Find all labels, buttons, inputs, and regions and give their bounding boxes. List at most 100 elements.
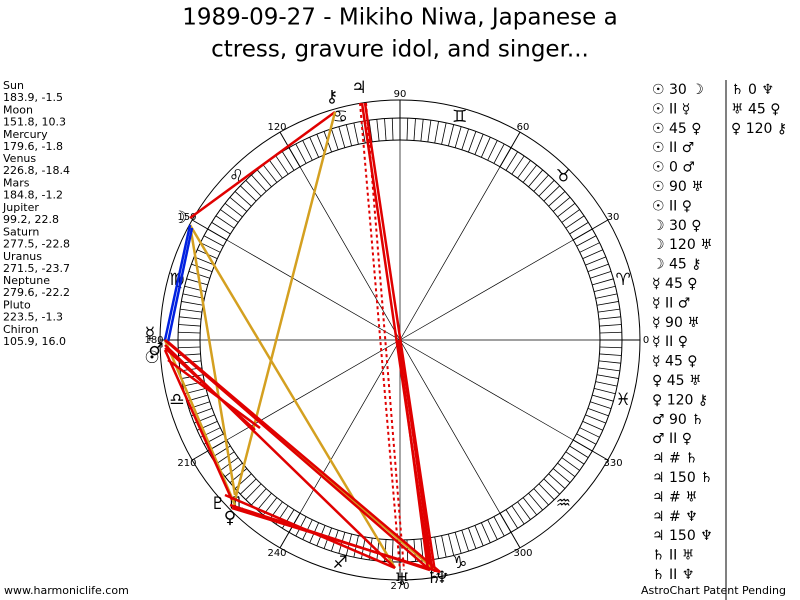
degree-tick	[595, 293, 618, 299]
aspect-line	[231, 506, 441, 574]
degree-tick	[505, 509, 518, 529]
degree-tick	[582, 249, 603, 260]
degree-tick	[251, 174, 267, 192]
degree-tick	[543, 185, 560, 202]
planet-glyph: ♇	[210, 494, 225, 514]
aspect-entry: ♃ # ♆	[652, 509, 698, 525]
aspect-line	[163, 349, 234, 501]
degree-tick	[391, 118, 394, 141]
aspect-line	[188, 224, 237, 496]
footer-right: AstroChart Patent Pending	[641, 584, 786, 597]
aspect-entry: ☉ 30 ☽	[652, 82, 704, 98]
degree-tick	[590, 271, 612, 279]
degree-tick	[180, 308, 203, 313]
degree-tick	[596, 374, 619, 379]
sign-glyph: ♎	[169, 390, 184, 410]
planet-name: Uranus	[3, 250, 42, 263]
cusp-tick	[279, 512, 301, 549]
planet-glyph: ♃	[351, 78, 366, 98]
degree-tick	[587, 263, 609, 272]
degree-tick	[186, 278, 208, 286]
degree-tick	[184, 285, 207, 293]
degree-tick	[275, 155, 289, 175]
footer-left: www.harmoniclife.com	[4, 584, 129, 597]
degree-tick	[191, 263, 213, 272]
aspect-entry: ♀ 120 ⚷	[652, 392, 708, 408]
degree-tick	[182, 293, 205, 299]
aspect-line	[164, 347, 256, 431]
degree-tick	[517, 501, 531, 520]
degree-tick	[552, 468, 571, 484]
degree-tick	[215, 451, 235, 465]
degree-tick	[295, 143, 307, 164]
degree-tick	[229, 196, 248, 212]
degree-tick	[582, 420, 603, 431]
degree-tick	[593, 387, 616, 395]
degree-tick	[220, 209, 239, 223]
degree-tick	[579, 242, 600, 253]
degree-tick	[576, 433, 597, 445]
aspect-entry: ♄ 0 ♆	[731, 82, 774, 98]
aspect-entry: ☉ II ♀	[652, 198, 692, 214]
degree-tick	[538, 483, 555, 500]
planet-coords: 183.9, -1.5	[3, 91, 63, 104]
degree-tick	[522, 164, 537, 183]
planet-name: Sun	[3, 79, 24, 92]
degree-tick	[182, 381, 205, 387]
planet-glyph: ♅	[394, 570, 409, 590]
planet-name: Pluto	[3, 299, 31, 312]
aspect-entry: ♀ 45 ♅	[652, 373, 702, 389]
planet-glyph: ♀	[224, 508, 236, 528]
aspect-entry: ♂ 90 ♄	[652, 412, 704, 428]
planet-coords: 271.5, -23.7	[3, 262, 70, 275]
degree-tick	[240, 185, 257, 202]
planet-name: Mars	[3, 177, 30, 190]
aspect-line	[189, 110, 336, 220]
planet-glyph: ☿	[145, 324, 155, 344]
degree-tick	[263, 164, 278, 183]
aspect-entry: ♂ II ♀	[652, 431, 692, 447]
degree-tick	[557, 203, 576, 218]
degree-tick	[245, 483, 262, 500]
aspect-entry: ☿ II ♀	[652, 334, 688, 350]
degree-label: 0	[643, 335, 649, 346]
degree-tick	[599, 353, 622, 356]
degree-tick	[434, 121, 439, 144]
degree-tick	[517, 160, 531, 179]
house-line	[399, 239, 574, 341]
degree-tick	[474, 134, 484, 155]
degree-tick	[181, 301, 204, 306]
degree-tick	[434, 536, 439, 559]
degree-label: 210	[177, 458, 196, 469]
degree-tick	[561, 209, 580, 223]
degree-tick	[543, 478, 560, 495]
aspect-entry: ☉ II ♂	[652, 140, 694, 156]
degree-tick	[468, 527, 477, 549]
sign-glyph: ♑	[452, 553, 467, 573]
degree-tick	[338, 126, 346, 148]
degree-tick	[353, 122, 359, 145]
planet-coords: 279.6, -22.2	[3, 286, 70, 299]
aspect-entry: ♃ # ♅	[652, 489, 698, 505]
degree-tick	[179, 316, 202, 320]
house-line	[399, 166, 501, 341]
degree-label: 330	[603, 458, 622, 469]
degree-tick	[538, 180, 555, 197]
planet-name: Saturn	[3, 225, 39, 238]
degree-tick	[420, 119, 424, 142]
degree-tick	[269, 160, 283, 179]
aspect-entry: ☉ 90 ♅	[652, 179, 704, 195]
aspect-line	[224, 493, 396, 570]
degree-tick	[569, 222, 589, 235]
degree-tick	[592, 394, 614, 402]
degree-tick	[592, 278, 614, 286]
degree-tick	[224, 203, 243, 218]
planet-name: Moon	[3, 103, 33, 116]
house-line	[299, 166, 401, 341]
degree-tick	[441, 122, 447, 145]
degree-tick	[302, 140, 313, 161]
degree-tick	[569, 445, 589, 458]
cusp-tick	[191, 219, 228, 241]
aspect-line	[365, 102, 405, 571]
